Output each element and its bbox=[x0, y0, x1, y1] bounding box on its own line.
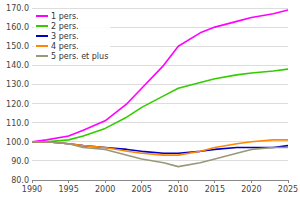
x-tick bbox=[141, 180, 142, 183]
y-tick-label: 110.0 bbox=[6, 119, 29, 128]
legend-swatch bbox=[36, 25, 48, 27]
y-tick-label: 100.0 bbox=[6, 138, 29, 147]
series-line bbox=[32, 142, 288, 167]
y-tick-label: 140.0 bbox=[6, 61, 29, 70]
grid-line bbox=[32, 103, 288, 104]
x-tick bbox=[251, 180, 252, 183]
series-line bbox=[32, 69, 288, 142]
x-tick bbox=[32, 180, 33, 183]
legend-label: 2 pers. bbox=[51, 22, 79, 31]
x-tick bbox=[68, 180, 69, 183]
grid-line bbox=[32, 84, 288, 85]
y-tick-label: 120.0 bbox=[6, 100, 29, 109]
series-line bbox=[32, 140, 288, 155]
y-tick-label: 170.0 bbox=[6, 4, 29, 13]
grid-line bbox=[32, 8, 288, 9]
series-line bbox=[32, 10, 288, 142]
x-axis-line bbox=[32, 180, 288, 181]
y-tick-label: 160.0 bbox=[6, 23, 29, 32]
x-axis: 1990 1995 2000 2005 2010 2015 2020 2025 bbox=[22, 180, 298, 194]
grid bbox=[32, 8, 288, 180]
y-tick-label: 150.0 bbox=[6, 42, 29, 51]
legend-label: 4 pers. bbox=[51, 42, 79, 51]
lines bbox=[32, 10, 288, 167]
legend: 1 pers.2 pers.3 pers.4 pers.5 pers. et p… bbox=[34, 11, 110, 61]
x-tick-label: 1995 bbox=[58, 185, 78, 194]
legend-label: 3 pers. bbox=[51, 32, 79, 41]
x-tick-label: 2015 bbox=[205, 185, 225, 194]
x-tick-label: 1990 bbox=[22, 185, 42, 194]
x-tick bbox=[178, 180, 179, 183]
x-tick-label: 2005 bbox=[132, 185, 152, 194]
x-tick-label: 2020 bbox=[241, 185, 261, 194]
x-tick bbox=[288, 180, 289, 183]
grid-line bbox=[32, 122, 288, 123]
legend-swatch bbox=[36, 15, 48, 17]
x-tick-label: 2000 bbox=[95, 185, 115, 194]
y-tick-label: 80.0 bbox=[11, 176, 29, 185]
legend-label: 1 pers. bbox=[51, 12, 79, 21]
x-tick bbox=[214, 180, 215, 183]
x-tick-label: 2010 bbox=[168, 185, 188, 194]
grid-line bbox=[32, 65, 288, 66]
y-axis: 80.0 90.0 100.0 110.0 120.0 130.0 140.0 150.0 16… bbox=[6, 4, 29, 185]
chart: 80.0 90.0 100.0 110.0 120.0 130.0 140.0 150.0 16… bbox=[0, 0, 300, 198]
grid-line bbox=[32, 160, 288, 161]
legend-background bbox=[34, 11, 110, 61]
x-tick bbox=[105, 180, 106, 183]
legend-swatch bbox=[36, 35, 48, 37]
y-tick-label: 130.0 bbox=[6, 80, 29, 89]
legend-swatch bbox=[36, 55, 48, 57]
grid-line bbox=[32, 180, 288, 181]
legend-label: 5 pers. et plus bbox=[51, 52, 108, 61]
y-tick-label: 90.0 bbox=[11, 157, 29, 166]
x-tick-label: 2025 bbox=[278, 185, 298, 194]
legend-swatch bbox=[36, 45, 48, 47]
